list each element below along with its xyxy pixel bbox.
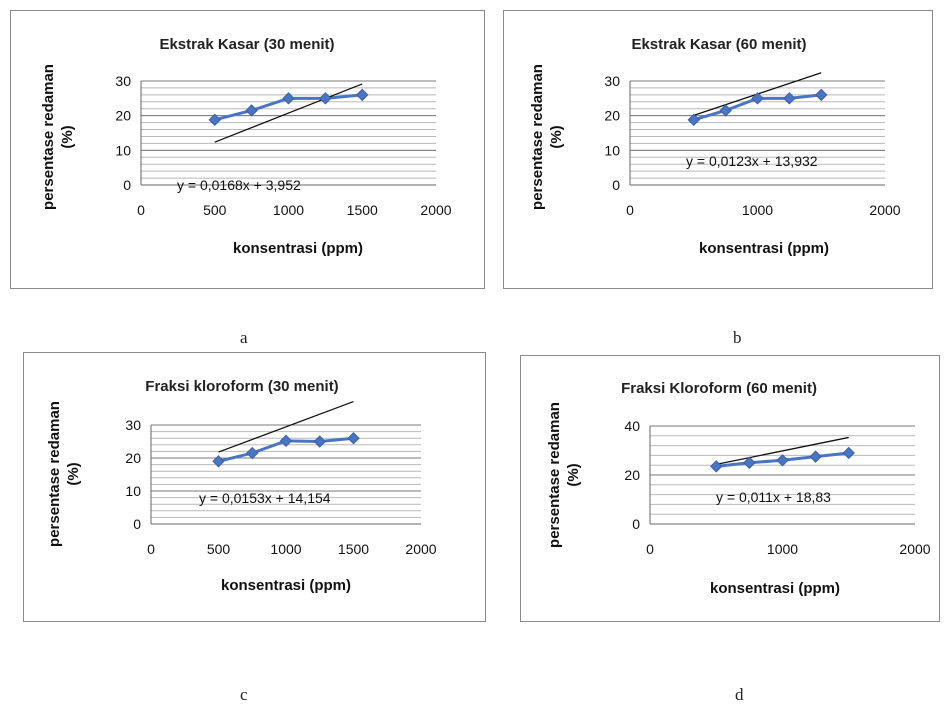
c2-data-point-0 [212, 455, 225, 468]
chart-a-svg: 0 10 20 30 0 500 1000 1500 2000 y = 0,0168x + 3,9… [40, 36, 452, 257]
c1-x-tick-0: 0 [626, 202, 634, 218]
c3-y-axis-label: persentase redaman (%) [546, 402, 582, 548]
c2-y-tick-0: 0 [133, 516, 141, 532]
c2-data-point-1 [246, 446, 259, 460]
c1-data-point-0 [687, 113, 700, 127]
c0-x-axis-label: konsentrasi (ppm) [233, 240, 363, 257]
c3-x-tick-2: 2000 [899, 541, 930, 557]
c0-x-tick-3: 1500 [347, 202, 378, 218]
c3-data-point-1 [743, 456, 756, 469]
c0-data-point-3 [319, 92, 332, 105]
c2-y-axis-label-line-0: persentase redaman [46, 401, 63, 547]
c1-y-axis-label: persentase redaman (%) [529, 64, 565, 210]
c2-trendline [218, 400, 354, 453]
chart-panel-a: 0 10 20 30 0 500 1000 1500 2000 y = 0,0168x + 3,9… [10, 10, 485, 289]
c1-data-point-1 [719, 104, 732, 117]
c2-x-tick-4: 2000 [405, 541, 436, 557]
caption-b: b [733, 328, 742, 347]
c0-x-tick-1: 500 [203, 202, 227, 218]
c2-y-tick-2: 20 [125, 450, 141, 466]
c0-data-point-0 [208, 113, 221, 127]
c1-x-tick-1: 1000 [742, 202, 773, 218]
c1-y-tick-2: 20 [604, 108, 620, 124]
c0-y-axis-label: persentase redaman (%) [40, 64, 76, 210]
c2-y-axis-label: persentase redaman (%) [46, 401, 82, 547]
c0-trendline [214, 83, 363, 143]
c1-data-point-2 [751, 92, 764, 105]
c1-trendline-equation: y = 0,0123x + 13,932 [686, 153, 818, 169]
c3-y-axis-label-line-0: persentase redaman [546, 402, 563, 548]
chart-panel-d: 0 20 40 0 1000 2000 y = 0,011x + 18,83 Fraksi K… [520, 355, 940, 622]
c2-data-point-2 [279, 434, 293, 448]
c1-y-axis-label-line-1: (%) [548, 125, 565, 148]
c3-x-tick-1: 1000 [767, 541, 798, 557]
c2-x-tick-0: 0 [147, 541, 155, 557]
c3-chart-title: Fraksi Kloroform (60 menit) [621, 380, 817, 397]
c1-data-point-4 [815, 88, 828, 102]
c2-y-axis-label-line-1: (%) [65, 462, 82, 485]
c2-data-point-3 [313, 435, 326, 448]
c0-x-tick-0: 0 [137, 202, 145, 218]
c3-y-tick-2: 40 [624, 418, 640, 434]
c3-y-axis-label-line-1: (%) [565, 463, 582, 486]
c1-y-tick-3: 30 [604, 73, 620, 89]
c1-x-axis-label: konsentrasi (ppm) [699, 240, 829, 257]
c0-chart-title: Ekstrak Kasar (30 menit) [159, 36, 334, 53]
c1-chart-title: Ekstrak Kasar (60 menit) [631, 36, 806, 53]
c2-x-tick-1: 500 [207, 541, 231, 557]
c0-y-tick-0: 0 [123, 177, 131, 193]
c0-x-tick-4: 2000 [420, 202, 451, 218]
c0-data-point-1 [245, 104, 258, 117]
chart-panel-b: 0 10 20 30 0 1000 2000 y = 0,0123x + 13,932 Ekst… [503, 10, 933, 289]
c0-y-axis-label-line-1: (%) [59, 125, 76, 148]
c2-trendline-equation: y = 0,0153x + 14,154 [199, 490, 331, 506]
c0-data-point-2 [282, 92, 295, 105]
c0-y-axis-label-line-0: persentase redaman [40, 64, 57, 210]
c3-y-tick-0: 0 [632, 516, 640, 532]
chart-b-svg: 0 10 20 30 0 1000 2000 y = 0,0123x + 13,932 Ekst… [529, 36, 901, 257]
c2-x-tick-2: 1000 [270, 541, 301, 557]
c0-data-point-4 [356, 88, 369, 102]
chart-d-svg: 0 20 40 0 1000 2000 y = 0,011x + 18,83 Fraksi K… [546, 380, 931, 597]
c0-trendline-equation: y = 0,0168x + 3,952 [177, 177, 301, 193]
c2-y-tick-1: 10 [125, 483, 141, 499]
c3-trendline [716, 436, 849, 466]
c2-x-tick-3: 1500 [338, 541, 369, 557]
c1-y-tick-0: 0 [612, 177, 620, 193]
c0-x-tick-2: 1000 [273, 202, 304, 218]
c1-y-tick-1: 10 [604, 142, 620, 158]
c0-y-tick-2: 20 [115, 108, 131, 124]
c1-y-axis-label-line-0: persentase redaman [529, 64, 546, 210]
c3-data-point-0 [710, 460, 723, 473]
chart-panel-c: 0 10 20 30 0 500 1000 1500 2000 y = 0,0153x + 14,… [23, 352, 486, 622]
c0-y-tick-3: 30 [115, 73, 131, 89]
c3-x-tick-0: 0 [646, 541, 654, 557]
c3-x-axis-label: konsentrasi (ppm) [710, 580, 840, 597]
c2-x-axis-label: konsentrasi (ppm) [221, 577, 351, 594]
chart-c-svg: 0 10 20 30 0 500 1000 1500 2000 y = 0,0153x + 14,… [46, 378, 437, 594]
c3-trendline-equation: y = 0,011x + 18,83 [716, 489, 831, 505]
c2-data-point-4 [347, 431, 360, 445]
caption-c: c [240, 685, 248, 704]
c3-y-tick-1: 20 [624, 467, 640, 483]
c0-y-tick-1: 10 [115, 142, 131, 158]
c1-data-point-3 [783, 92, 796, 105]
c1-x-tick-2: 2000 [869, 202, 900, 218]
c2-chart-title: Fraksi kloroform (30 menit) [145, 378, 338, 395]
c3-data-point-4 [842, 446, 855, 460]
caption-d: d [735, 685, 744, 704]
c3-data-point-3 [809, 450, 822, 463]
caption-a: a [240, 328, 248, 347]
c3-data-point-2 [776, 454, 789, 467]
c2-y-tick-3: 30 [125, 417, 141, 433]
